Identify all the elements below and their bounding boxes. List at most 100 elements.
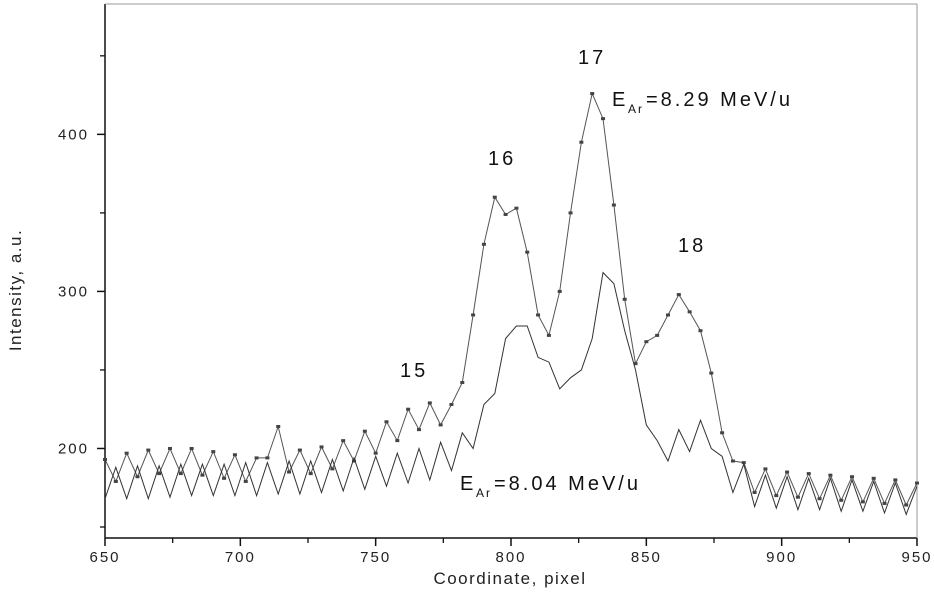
series-marker [655,333,660,337]
series-marker [438,423,443,427]
annotation-17: 17 [578,47,606,69]
series-line-0 [104,91,918,507]
y-tick-label: 300 [58,283,89,300]
series-marker [341,439,346,443]
series-marker [850,475,855,479]
series-layer [103,91,919,516]
series-marker [124,451,129,455]
series-label-804: E Ar =8.04 MeV/u [460,473,641,500]
annotation-18: 18 [678,235,706,257]
series-marker [287,470,292,474]
series-marker [828,473,833,477]
y-tick-label: 400 [58,126,89,143]
series-marker [882,501,887,505]
series-marker [103,457,107,461]
series-marker [254,456,259,460]
series-marker [200,473,205,477]
series-marker [611,203,616,207]
series-label-829-prefix: E [612,89,628,111]
series-marker [525,250,530,254]
series-marker [297,448,302,452]
x-tick-label: 950 [901,549,932,566]
x-tick-label: 750 [360,549,391,566]
series-label-804-prefix: E [460,473,476,495]
series-marker [687,310,692,314]
series-marker [352,459,357,463]
series-marker [481,242,486,246]
series-marker [222,476,227,480]
x-tick-label: 900 [766,549,797,566]
series-marker [579,140,584,144]
series-label-829: E Ar =8.29 MeV/u [612,89,793,116]
series-marker [915,481,919,485]
series-marker [676,293,681,297]
series-marker [503,212,508,216]
series-marker [178,472,183,476]
series-marker [232,453,237,457]
series-marker [514,206,519,210]
series-label-829-suffix: =8.29 MeV/u [646,89,793,111]
series-marker [276,424,281,428]
series-marker [492,195,497,199]
series-line-1 [104,271,918,516]
annotation-16: 16 [488,148,516,170]
series-marker [330,467,335,471]
series-marker [860,500,865,504]
series-marker [308,472,313,476]
x-tick-label: 700 [225,549,256,566]
series-marker [167,446,172,450]
series-marker [427,401,432,405]
series-marker [384,420,389,424]
series-marker [633,362,638,366]
series-marker [189,446,194,450]
series-marker [471,313,476,317]
series-marker [795,495,800,499]
series-marker [157,472,162,476]
annotation-15: 15 [400,360,428,382]
axis-ticks: 650 700 750 800 850 900 950 200 300 400 [58,55,932,566]
series-marker [546,333,551,337]
series-marker [460,381,465,385]
series-marker [839,498,844,502]
series-marker [395,439,400,443]
series-marker [893,478,898,482]
series-marker [806,472,811,476]
series-marker [319,445,324,449]
series-marker [698,329,703,333]
x-tick-label: 800 [495,549,526,566]
y-tick-label: 200 [58,440,89,457]
x-axis-title: Coordinate, pixel [433,569,586,588]
series-marker [817,497,822,501]
series-marker [265,456,270,460]
series-marker [785,470,790,474]
series-marker [113,479,118,483]
series-label-804-suffix: =8.04 MeV/u [494,473,641,495]
x-tick-label: 650 [89,549,120,566]
series-marker [590,92,595,96]
series-marker [362,429,367,433]
series-marker [665,313,670,317]
series-marker [406,407,411,411]
series-label-804-sub: Ar [476,486,492,500]
series-marker [416,428,421,432]
series-marker [904,503,909,507]
series-marker [146,448,151,452]
series-marker [741,461,746,465]
series-marker [763,467,768,471]
y-axis-title: Intensity, a.u. [6,229,25,351]
series-label-829-sub: Ar [628,102,644,116]
series-marker [568,211,573,215]
series-marker [243,479,248,483]
series-marker [720,431,725,435]
series-marker [536,313,541,317]
series-marker [449,403,454,406]
series-marker [211,450,216,454]
series-marker [601,117,606,121]
series-marker [644,340,649,344]
series-marker [871,476,876,480]
x-tick-label: 850 [631,549,662,566]
series-marker [730,459,735,463]
series-marker [135,475,140,479]
series-marker [774,494,779,498]
